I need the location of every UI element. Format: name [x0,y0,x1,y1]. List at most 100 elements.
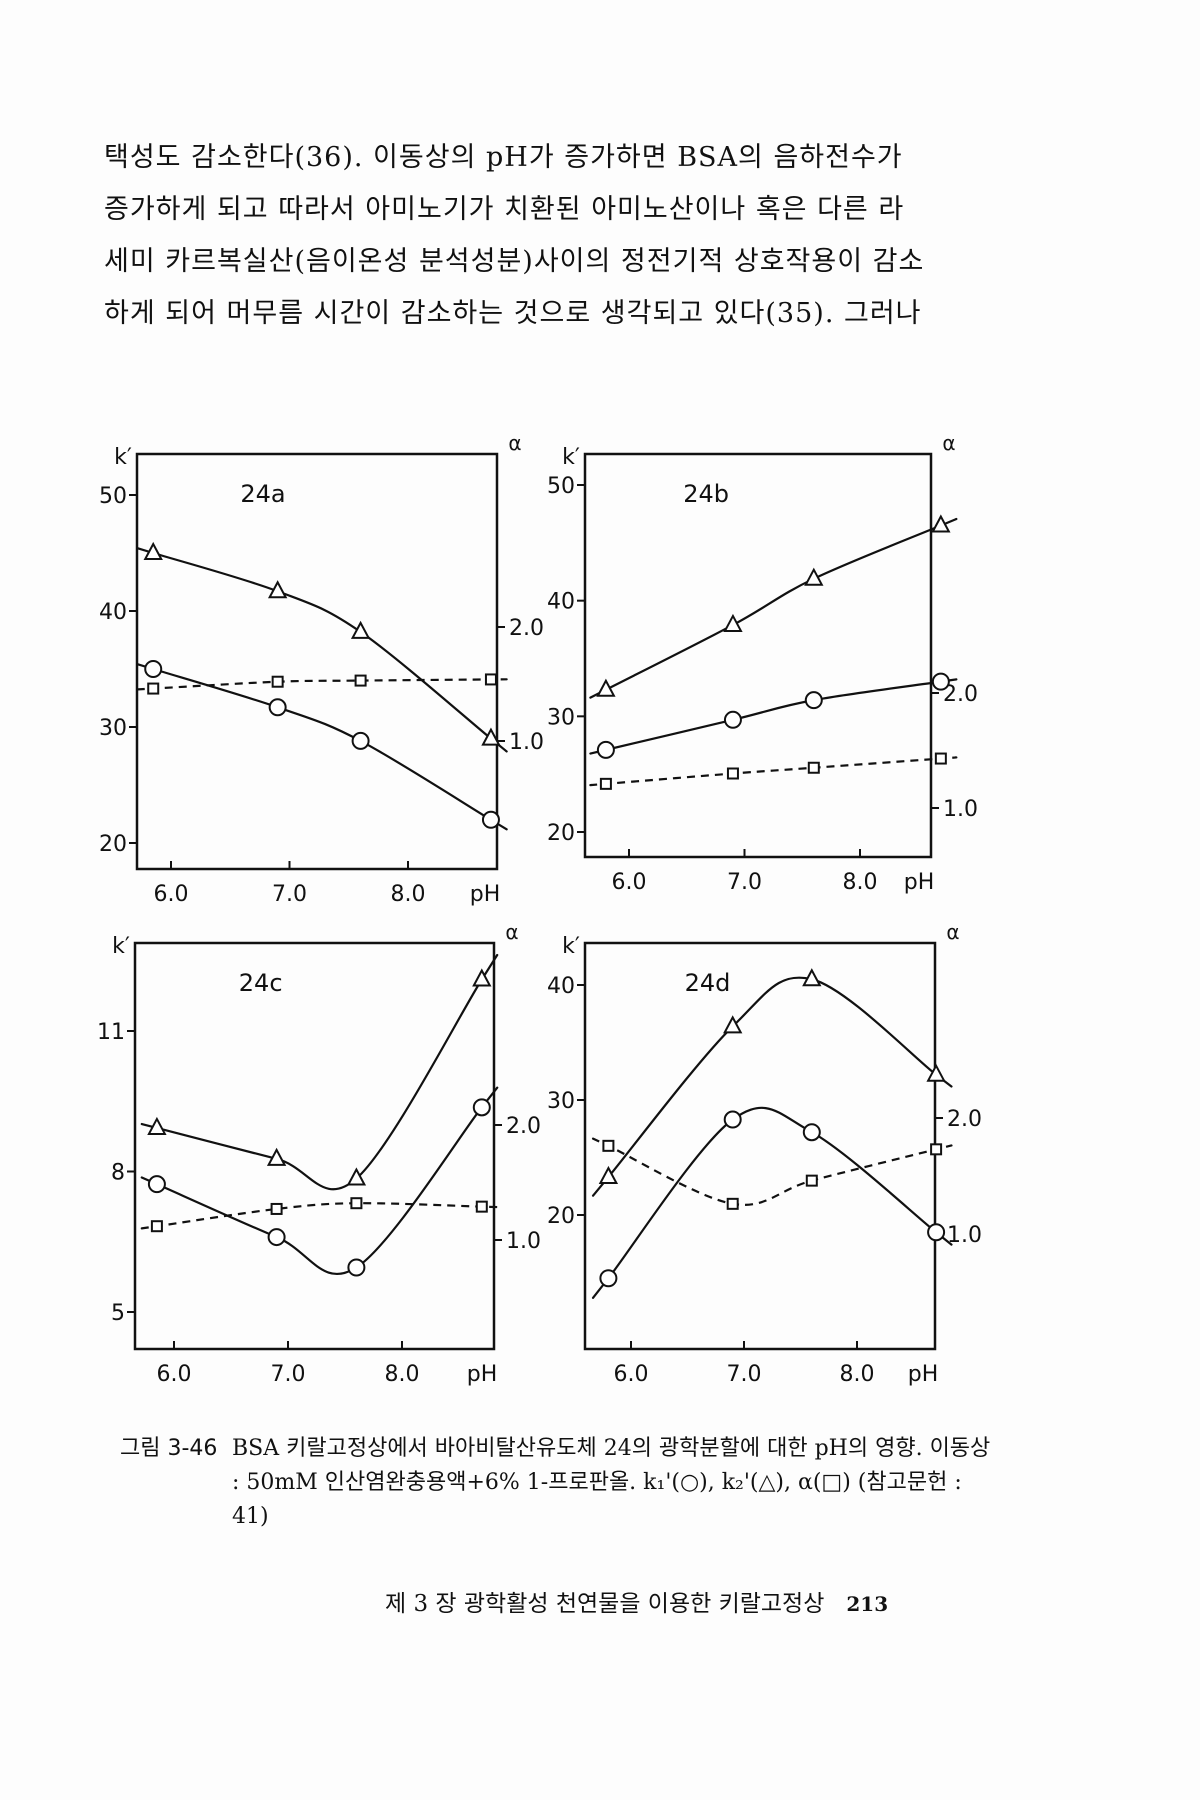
y2-tick-label: 2.0 [506,1114,541,1139]
series-line [589,678,958,755]
plot-frame [135,452,499,871]
x-tick-label: 7.0 [727,870,762,895]
square-marker [350,1197,363,1210]
x-tick-label: 8.0 [843,870,878,895]
y-tick-label: 5 [111,1301,125,1326]
triangle-marker [147,1116,167,1135]
triangle-marker [804,567,824,586]
y-axis-label: k′ [562,934,580,959]
square-marker [805,1174,818,1187]
series-line [140,1086,499,1275]
y-tick-label: 40 [99,600,127,625]
paragraph-line: 하게 되어 머무름 시간이 감소하는 것으로 생각되고 있다(35). 그러나 [104,298,922,329]
circle-marker [927,1223,946,1242]
square-marker [270,1202,283,1215]
square-marker [484,673,497,686]
square-marker [475,1200,488,1213]
circle-marker [802,1123,821,1142]
triangle-marker [143,541,163,560]
square-marker [150,1220,163,1233]
series-line [140,1202,499,1230]
series-line [136,663,508,831]
triangle-marker [802,968,822,987]
y-tick-label: 20 [547,821,575,846]
caption-label: 그림 3-46 [120,1436,218,1461]
series-line [592,1106,953,1299]
chart-panel-24b: 24b k′ α pH 6.0 7.0 8.0 20 30 40 50 1.0 2.0 [547,431,978,895]
x-tick-label: 6.0 [612,870,647,895]
y2-axis-label: α [946,920,959,944]
y-tick-label: 20 [547,1204,575,1229]
x-tick-label: 6.0 [154,882,189,907]
triangle-marker [346,1167,367,1186]
y-tick-label: 40 [547,590,575,615]
square-marker [807,761,820,774]
square-marker [726,1197,739,1210]
triangle-marker [723,613,743,632]
triangle-marker [266,1147,287,1166]
y-tick-label: 30 [547,705,575,730]
circle-marker [481,810,500,829]
y-tick-label: 50 [99,484,127,509]
y-tick-label: 20 [99,832,127,857]
triangle-marker [267,580,288,599]
plot-frame [583,941,937,1351]
circle-marker [351,731,370,750]
chapter-title: 제 3 장 광학활성 천연물을 이용한 키랄고정상 [385,1591,825,1617]
y2-axis-label: α [508,431,521,455]
y-axis-label: k′ [114,445,132,470]
y2-tick-label: 2.0 [943,682,978,707]
x-axis-label: pH [908,1362,939,1387]
x-tick-label: 7.0 [271,1362,306,1387]
y-tick-label: 40 [547,974,575,999]
square-marker [354,674,367,687]
paragraph-line: 증가하게 되고 따라서 아미노기가 치환된 아미노산이나 혹은 다른 라 [104,194,905,225]
plot-frame [133,941,496,1351]
series-line [592,1137,953,1206]
figure-caption: 그림 3-46 BSA 키랄고정상에서 바아비탈산유도체 24의 광학분할에 대… [120,1432,992,1534]
y2-tick-label: 1.0 [506,1229,541,1254]
series-line [589,756,958,787]
circle-marker [599,1269,618,1288]
x-tick-label: 8.0 [385,1362,420,1387]
circle-marker [144,660,163,678]
panel-title: 24b [683,480,729,508]
circle-marker [804,691,823,710]
x-tick-label: 8.0 [840,1362,875,1387]
series-line [136,547,508,753]
series-line [592,976,953,1197]
y2-tick-label: 2.0 [509,616,544,641]
circle-marker [147,1175,166,1194]
chart-panel-24c: 24c k′ α pH 6.0 7.0 8.0 5 8 11 1.0 2.0 [97,920,541,1387]
square-marker [934,752,947,765]
triangle-marker [926,1063,946,1082]
square-marker [271,675,284,688]
paragraph-line: 세미 카르복실산(음이온성 분석성분)사이의 정전기적 상호작용이 감소 [104,246,925,277]
circle-marker [596,740,615,759]
y-axis-label: k′ [562,445,580,470]
triangle-marker [596,678,616,697]
series-line [589,517,958,699]
x-axis-label: pH [467,1362,498,1387]
triangle-marker [931,514,951,533]
square-marker [726,767,739,780]
paragraph-line: 택성도 감소한다(36). 이동상의 pH가 증가하면 BSA의 음하전수가 [104,142,903,173]
circle-marker [723,710,742,729]
triangle-marker [598,1165,619,1185]
y2-tick-label: 1.0 [943,797,978,822]
caption-text: BSA 키랄고정상에서 바아비탈산유도체 24의 광학분할에 대한 pH의 영향… [232,1436,991,1529]
y2-tick-label: 2.0 [947,1107,982,1132]
x-tick-label: 6.0 [614,1362,649,1387]
y-axis-label: k′ [112,934,130,959]
page-number: 213 [846,1592,889,1616]
y-tick-label: 30 [99,716,127,741]
triangle-marker [350,620,371,639]
panel-title: 24a [240,480,285,508]
square-marker [599,777,612,790]
square-marker [602,1139,615,1152]
x-tick-label: 7.0 [272,882,307,907]
circle-marker [268,698,287,717]
panel-title: 24c [239,969,283,997]
